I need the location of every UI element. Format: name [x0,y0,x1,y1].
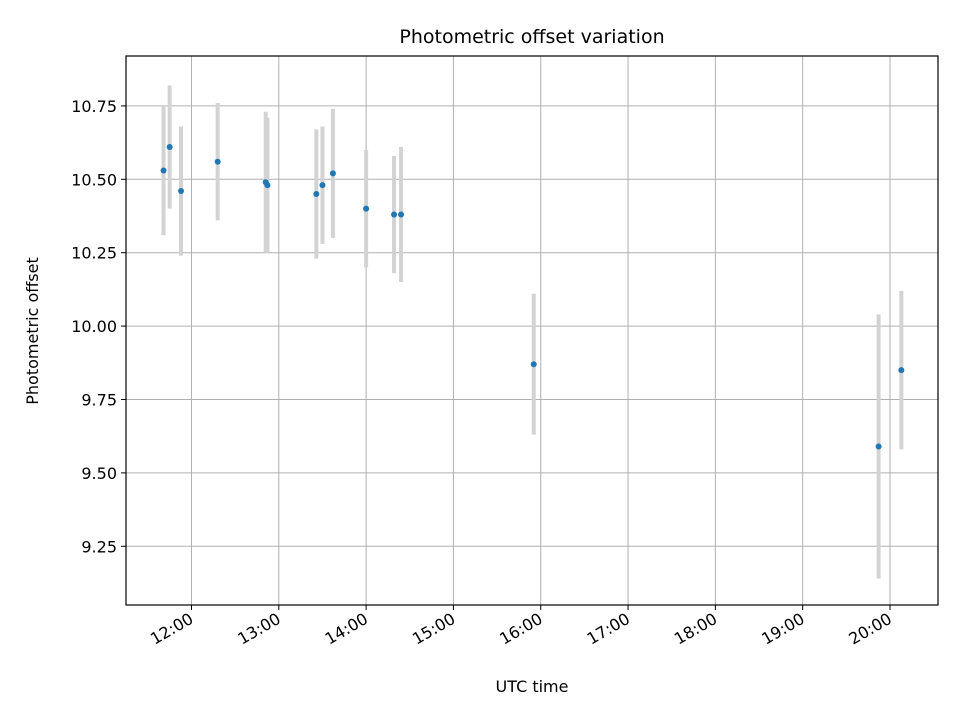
x-tick-label: 17:00 [584,609,633,649]
data-point [530,361,537,368]
y-axis-title: Photometric offset [23,257,42,405]
y-tick-label: 10.50 [71,170,117,189]
x-tick-label: 18:00 [671,609,720,649]
x-tick-label: 19:00 [758,609,807,649]
x-tick-label: 12:00 [147,609,196,649]
y-tick-label: 10.00 [71,317,117,336]
data-point [264,182,271,189]
data-point [398,211,405,218]
data-points [160,144,905,450]
y-tick-label: 9.50 [81,464,117,483]
data-point [166,144,173,151]
error-bars [161,85,904,579]
y-tick-label: 9.75 [81,390,117,409]
x-tick-label: 16:00 [496,609,545,649]
y-axis: 9.25 9.50 9.75 10.00 10.25 10.50 10.75 [71,97,126,556]
data-point [319,182,326,189]
x-axis: 12:00 13:00 14:00 15:00 16:00 17:00 18:00 19:00… [147,605,895,649]
x-tick-label: 20:00 [846,609,895,649]
data-point [898,367,905,374]
x-tick-label: 13:00 [234,609,283,649]
data-point [178,188,185,195]
data-point [313,190,320,197]
x-tick-label: 14:00 [322,609,371,649]
plot-frame [125,55,939,606]
data-point [160,167,167,174]
data-point [391,211,398,218]
y-tick-label: 9.25 [81,537,117,556]
data-point [875,443,882,450]
data-point [214,158,221,165]
chart-title: Photometric offset variation [399,26,664,48]
x-tick-label: 15:00 [409,609,458,649]
x-axis-title: UTC time [496,677,569,696]
data-point [329,170,336,177]
y-tick-label: 10.25 [71,244,117,263]
data-point [363,205,370,212]
y-tick-label: 10.75 [71,97,117,116]
